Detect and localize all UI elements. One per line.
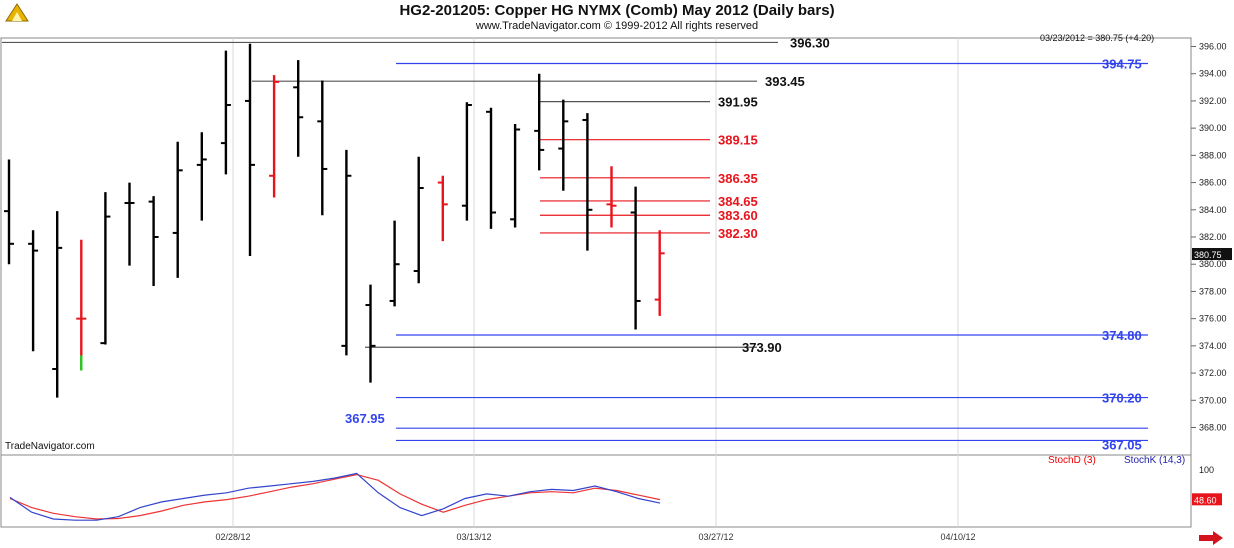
date-tick-label: 04/10/12 — [940, 532, 975, 542]
level-label: 396.30 — [790, 35, 830, 50]
date-axis: 02/28/12 03/13/12 03/27/12 04/10/12 — [215, 532, 975, 542]
price-tick-label: 380.00 — [1199, 259, 1227, 269]
chart-subtitle: www.TradeNavigator.com © 1999-2012 All r… — [475, 20, 759, 32]
level-label: 370.20 — [1102, 391, 1142, 406]
price-tick-label: 368.00 — [1199, 423, 1227, 433]
stoch-d-legend: StochD (3) — [1048, 455, 1096, 466]
chart-title: HG2-201205: Copper HG NYMX (Comb) May 20… — [399, 2, 835, 19]
last-price-label: 380.75 — [1194, 250, 1222, 260]
gridlines — [232, 38, 959, 527]
brand-watermark: TradeNavigator.com — [5, 441, 95, 452]
stoch-tick-label: 100 — [1199, 465, 1214, 475]
date-tick-label: 03/27/12 — [698, 532, 733, 542]
ohlc-bars — [4, 43, 665, 398]
stoch-d-line — [9, 473, 661, 520]
price-tick-label: 378.00 — [1199, 286, 1227, 296]
level-label: 373.90 — [742, 340, 782, 355]
price-panel-frame — [0, 37, 1192, 456]
date-tick-label: 03/13/12 — [456, 532, 491, 542]
level-label: 391.95 — [718, 95, 758, 110]
level-label: 386.35 — [718, 171, 758, 186]
stoch-last-marker — [1192, 493, 1222, 506]
level-label: 374.80 — [1102, 328, 1142, 343]
price-tick-label: 370.00 — [1199, 395, 1227, 405]
last-price-marker — [1192, 248, 1232, 261]
level-label: 382.30 — [718, 226, 758, 241]
stoch-last-label: 48.60 — [1194, 495, 1217, 505]
price-tick-label: 396.00 — [1199, 42, 1227, 52]
price-tick-label: 376.00 — [1199, 314, 1227, 324]
price-tick-label: 390.00 — [1199, 123, 1227, 133]
level-label: 367.95 — [345, 411, 385, 426]
price-tick-label: 374.00 — [1199, 341, 1227, 351]
stochastic-lines: 100 48.60 — [9, 465, 1222, 521]
level-label: 367.05 — [1102, 437, 1142, 452]
scroll-right-arrow-icon[interactable] — [1198, 530, 1224, 546]
price-tick-label: 386.00 — [1199, 178, 1227, 188]
last-quote: 03/23/2012 = 380.75 (+4.20) — [1040, 33, 1155, 43]
stoch-k-line — [9, 472, 661, 521]
price-tick-label: 388.00 — [1199, 150, 1227, 160]
tradenavigator-logo-icon — [5, 3, 29, 22]
stoch-k-legend: StochK (14,3) — [1124, 455, 1186, 466]
price-tick-label: 384.00 — [1199, 205, 1227, 215]
level-label: 384.65 — [718, 194, 758, 209]
price-tick-label: 382.00 — [1199, 232, 1227, 242]
price-levels: 396.30 394.75 393.45 391.95 389.15 386.35 384.… — [2, 35, 1148, 452]
level-label: 394.75 — [1102, 57, 1142, 72]
price-axis: 396.00 394.00 392.00 390.00 388.00 386.00 384.… — [1191, 42, 1232, 433]
level-label: 383.60 — [718, 208, 758, 223]
oscillator-panel-frame — [0, 454, 1192, 528]
level-label: 389.15 — [718, 133, 758, 148]
price-tick-label: 372.00 — [1199, 368, 1227, 378]
price-tick-label: 394.00 — [1199, 69, 1227, 79]
level-label: 393.45 — [765, 74, 805, 89]
price-tick-label: 392.00 — [1199, 96, 1227, 106]
date-tick-label: 02/28/12 — [215, 532, 250, 542]
